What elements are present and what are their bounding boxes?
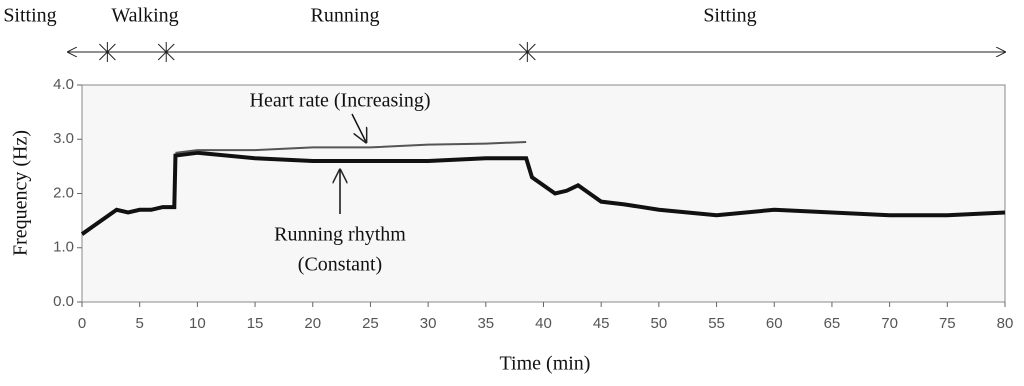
phase-boundary (157, 42, 175, 62)
x-tick-label: 50 (651, 315, 668, 332)
data-line (80, 150, 1006, 236)
x-tick-label: 35 (477, 315, 494, 332)
phase-label: Sitting (3, 5, 56, 27)
x-tick-label: 45 (593, 315, 610, 332)
phase-label: Running (311, 5, 380, 27)
phase-label: Walking (111, 5, 178, 27)
y-tick-label: 1.0 (53, 239, 74, 256)
x-tick-label: 60 (766, 315, 783, 332)
phase-boundary (99, 42, 116, 62)
data-line (175, 140, 527, 154)
y-tick-label: 3.0 (53, 130, 74, 147)
y-tick-label: 2.0 (53, 184, 74, 201)
x-tick-label: 10 (189, 315, 206, 332)
phase-label: Sitting (703, 5, 756, 27)
x-tick-label: 55 (708, 315, 725, 332)
y-tick-label: 4.0 (53, 76, 74, 93)
plot-area (81, 84, 1006, 303)
x-tick-label: 25 (362, 315, 379, 332)
annotation: (Constant) (298, 254, 382, 276)
annotation: Running rhythm (274, 224, 406, 246)
x-tick-label: 70 (881, 315, 898, 332)
x-tick-label: 65 (824, 315, 841, 332)
x-tick-label: 20 (304, 315, 321, 332)
x-axis-title: Time (min) (500, 353, 591, 375)
y-tick-label: 0.0 (53, 293, 74, 310)
x-tick-label: 15 (247, 315, 264, 332)
annotation-arrow (351, 113, 366, 142)
x-tick-label: 75 (939, 315, 956, 332)
phase-boundary (518, 42, 536, 62)
x-tick-label: 5 (136, 315, 144, 332)
x-tick-label: 40 (535, 315, 552, 332)
x-tick-label: 30 (420, 315, 437, 332)
x-tick-label: 0 (78, 315, 86, 332)
y-axis-title: Frequency (Hz) (10, 130, 32, 256)
annotation: Heart rate (Increasing) (250, 90, 431, 112)
x-tick-label: 80 (997, 315, 1014, 332)
